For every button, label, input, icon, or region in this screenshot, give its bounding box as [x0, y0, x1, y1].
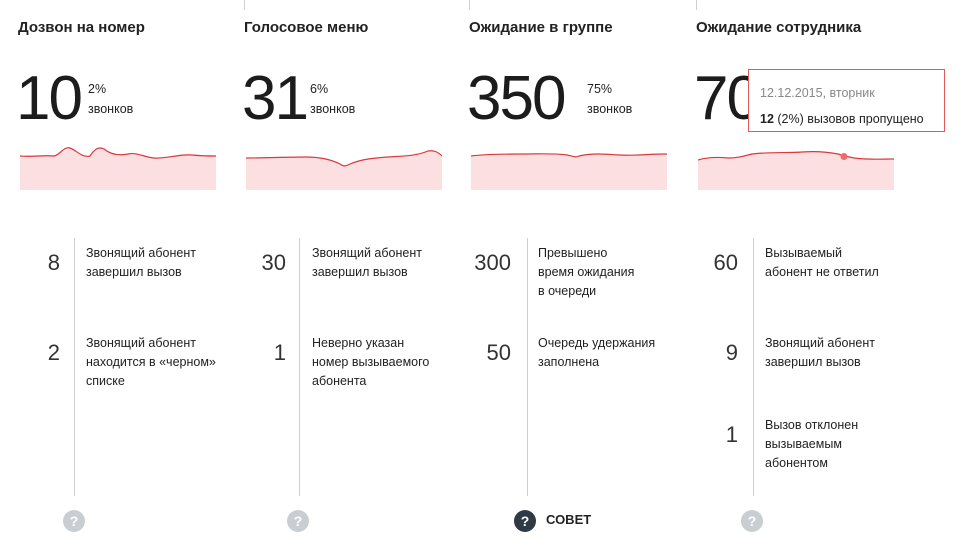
sparkline-chart[interactable] — [471, 142, 667, 192]
question-icon[interactable]: ? — [63, 510, 85, 532]
divider-line — [74, 238, 75, 496]
percent-value: 2% — [88, 82, 107, 96]
column-employee-wait: Ожидание сотрудника 70 60 Вызываемый абон… — [694, 0, 906, 544]
reason-label: Звонящий абонент находится в «черном» спис… — [86, 336, 216, 388]
percent-label: звонков — [88, 102, 134, 116]
reason-label: Звонящий абонент завершил вызов — [312, 246, 422, 279]
percent-block: 2% звонков — [88, 79, 133, 119]
reason-label: Вызов отклонен вызываемым абонентом — [765, 418, 859, 470]
total-calls: 10 — [16, 64, 83, 133]
column-dial-in: Дозвон на номер 10 2% звонков 8 Звонящий… — [16, 0, 228, 544]
tooltip-detail: (2%) вызовов пропущено — [773, 112, 924, 126]
reason-count: 60 — [713, 250, 738, 275]
total-calls: 350 — [467, 64, 566, 133]
percent-value: 75% — [587, 82, 613, 96]
reason-label: Звонящий абонент завершил вызов — [86, 246, 196, 279]
percent-block: 6% звонков — [310, 79, 355, 119]
divider-tick — [469, 0, 470, 10]
sparkline-chart[interactable] — [20, 142, 216, 192]
tooltip-date-line: 12.12.2015, вторник — [760, 80, 944, 106]
reason-label: Превышено время ожидания в очереди — [538, 246, 635, 298]
reason-label: Очередь удержания заполнена — [538, 336, 656, 369]
reason-count: 1 — [273, 340, 286, 365]
reason-label: Звонящий абонент завершил вызов — [765, 336, 875, 369]
chart-tooltip: 12.12.2015, вторник 12 (2%) вызовов проп… — [748, 69, 945, 132]
column-title: Ожидание сотрудника — [696, 19, 862, 36]
reason-label: Неверно указан номер вызываемого абонента — [312, 336, 430, 388]
divider-tick — [244, 0, 245, 10]
tooltip-detail-line: 12 (2%) вызовов пропущено — [760, 106, 944, 132]
percent-label: звонков — [587, 102, 633, 116]
reason-count: 8 — [47, 250, 60, 275]
reason-count: 30 — [261, 250, 286, 275]
divider-line — [753, 238, 754, 496]
percent-block: 75% звонков — [587, 79, 632, 119]
advice-link[interactable]: СОВЕТ — [546, 512, 592, 527]
divider-line — [299, 238, 300, 496]
reason-count: 2 — [47, 340, 60, 365]
column-group-wait: Ожидание в группе 350 75% звонков 300 Пр… — [467, 0, 679, 544]
question-icon[interactable]: ? — [514, 510, 536, 532]
reason-label: Вызываемый абонент не ответил — [765, 246, 879, 279]
column-voice-menu: Голосовое меню 31 6% звонков 30 Звонящий… — [242, 0, 454, 544]
reason-count: 300 — [474, 250, 511, 275]
total-calls: 31 — [242, 64, 309, 133]
column-title: Голосовое меню — [244, 19, 369, 36]
divider-tick — [696, 0, 697, 10]
question-icon[interactable]: ? — [741, 510, 763, 532]
sparkline-chart[interactable] — [246, 142, 442, 192]
reason-count: 50 — [486, 340, 511, 365]
percent-value: 6% — [310, 82, 329, 96]
column-title: Дозвон на номер — [18, 19, 145, 36]
question-icon[interactable]: ? — [287, 510, 309, 532]
tooltip-count: 12 — [760, 112, 774, 126]
reason-count: 9 — [725, 340, 738, 365]
tooltip-date: 12.12.2015 — [760, 86, 823, 100]
percent-label: звонков — [310, 102, 356, 116]
sparkline-chart[interactable] — [698, 142, 894, 192]
divider-line — [527, 238, 528, 496]
highlight-point — [840, 153, 848, 160]
tooltip-weekday: , вторник — [822, 86, 875, 100]
column-title: Ожидание в группе — [469, 19, 613, 36]
reason-count: 1 — [725, 422, 738, 447]
